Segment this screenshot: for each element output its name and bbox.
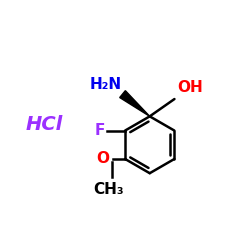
Text: HCl: HCl xyxy=(26,116,63,134)
Text: OH: OH xyxy=(177,80,203,95)
Text: H₂N: H₂N xyxy=(89,76,121,92)
Text: F: F xyxy=(95,123,105,138)
Polygon shape xyxy=(120,91,150,116)
Text: O: O xyxy=(96,152,110,166)
Text: CH₃: CH₃ xyxy=(94,182,124,198)
